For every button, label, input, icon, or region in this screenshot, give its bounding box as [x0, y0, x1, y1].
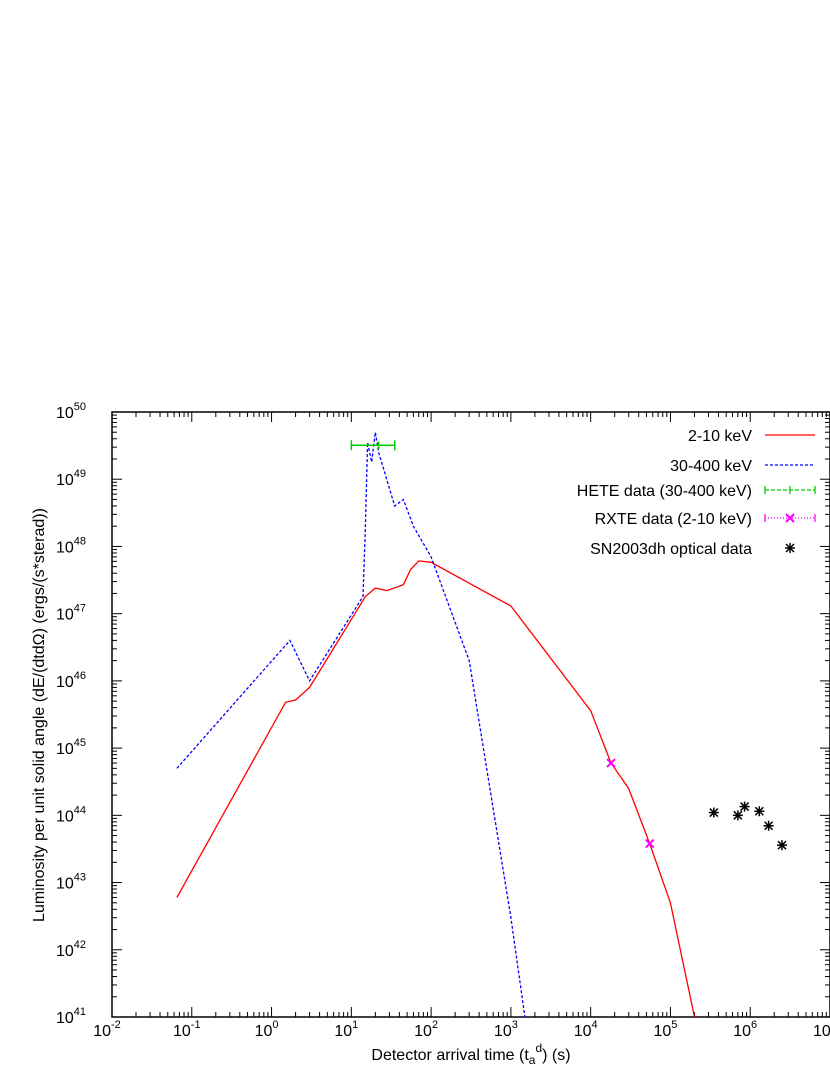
- x-tick-label: 102: [414, 1019, 438, 1040]
- series-line-1: [176, 432, 526, 1017]
- x-tick-label: 105: [653, 1019, 677, 1040]
- x-tick-label-exponent: 2: [432, 1019, 438, 1031]
- sn-point-d2: [777, 840, 787, 850]
- legend-label: RXTE data (2-10 keV): [595, 511, 752, 528]
- x-tick-labels: 10-210-1100101102103104105106107: [93, 1019, 830, 1040]
- x-axis-title-sub: a: [529, 1053, 536, 1067]
- y-tick-label: 1048: [56, 535, 86, 556]
- sn-point-d2: [764, 821, 774, 831]
- x-tick-label-base: 10: [574, 1023, 592, 1040]
- legend-swatch-star-d2: [785, 543, 795, 553]
- y-tick-label: 1044: [56, 804, 86, 825]
- x-tick-label: 104: [574, 1019, 598, 1040]
- y-tick-label-base: 10: [56, 472, 74, 489]
- x-tick-label-base: 10: [653, 1023, 671, 1040]
- x-tick-label-base: 10: [93, 1023, 111, 1040]
- x-tick-label-base: 10: [255, 1023, 273, 1040]
- legend-label: 2-10 keV: [688, 428, 752, 445]
- series-layer: [176, 432, 787, 1017]
- x-tick-label: 10-2: [93, 1019, 121, 1040]
- y-tick-label: 1043: [56, 872, 86, 893]
- y-tick-label-base: 10: [56, 607, 74, 624]
- x-axis-title: Detector arrival time (tad) (s): [371, 1041, 570, 1067]
- y-tick-label: 1041: [56, 1006, 86, 1027]
- series-line-0: [176, 560, 696, 1017]
- y-tick-label-exponent: 49: [74, 468, 86, 480]
- y-tick-label-exponent: 45: [74, 737, 86, 749]
- x-axis-title-suffix: ) (s): [542, 1047, 570, 1064]
- legend-label: SN2003dh optical data: [590, 541, 752, 558]
- x-tick-label-exponent: 5: [671, 1019, 677, 1031]
- y-tick-label-base: 10: [56, 1010, 74, 1027]
- sn-point-d2: [754, 806, 764, 816]
- y-tick-label-base: 10: [56, 943, 74, 960]
- legend-swatch-cross-d2: [785, 513, 795, 523]
- x-tick-label: 106: [733, 1019, 757, 1040]
- y-axis-title: Luminosity per unit solid angle (dE/(dtd…: [31, 508, 48, 922]
- rxte-point-d2: [606, 758, 616, 768]
- legend-label: 30-400 keV: [670, 458, 752, 475]
- y-tick-label: 1045: [56, 737, 86, 758]
- x-tick-label-base: 10: [173, 1023, 191, 1040]
- x-tick-label-base: 10: [494, 1023, 512, 1040]
- y-tick-label: 1050: [56, 401, 86, 422]
- y-tick-label: 1046: [56, 670, 86, 691]
- x-axis-title-sup: d: [535, 1041, 542, 1055]
- legend-label: HETE data (30-400 keV): [577, 483, 752, 500]
- y-tick-label-exponent: 42: [74, 939, 86, 951]
- x-tick-label-base: 10: [813, 1023, 830, 1040]
- series-1: [176, 432, 526, 1017]
- y-tick-label-base: 10: [56, 876, 74, 893]
- sn-point-d2: [740, 802, 750, 812]
- series-4: [708, 801, 787, 851]
- y-tick-label-base: 10: [56, 741, 74, 758]
- series-0: [176, 560, 696, 1017]
- x-tick-label: 100: [255, 1019, 279, 1040]
- y-tick-label-exponent: 47: [74, 603, 86, 615]
- y-tick-label-exponent: 41: [74, 1006, 86, 1018]
- y-tick-label-exponent: 43: [74, 872, 86, 884]
- y-tick-label-exponent: 48: [74, 535, 86, 547]
- x-tick-label-exponent: 6: [751, 1019, 757, 1031]
- tick-marks: [111, 411, 830, 1018]
- x-tick-label-exponent: 1: [352, 1019, 358, 1031]
- x-tick-label-base: 10: [334, 1023, 352, 1040]
- x-tick-label: 103: [494, 1019, 518, 1040]
- sn-point-d2: [733, 810, 743, 820]
- y-tick-label-exponent: 44: [74, 804, 86, 816]
- y-tick-label-base: 10: [56, 539, 74, 556]
- rxte-point-d2: [645, 838, 655, 849]
- y-tick-label-exponent: 46: [74, 670, 86, 682]
- plot-frame: [111, 411, 830, 1018]
- y-tick-label: 1049: [56, 468, 86, 489]
- x-tick-label-exponent: -2: [111, 1019, 121, 1031]
- x-tick-label-exponent: 4: [592, 1019, 598, 1031]
- y-tick-label: 1047: [56, 603, 86, 624]
- x-tick-label: 101: [334, 1019, 358, 1040]
- y-tick-label-exponent: 50: [74, 401, 86, 413]
- x-tick-label: 10-1: [173, 1019, 201, 1040]
- y-tick-label: 1042: [56, 939, 86, 960]
- x-tick-label-exponent: -1: [191, 1019, 201, 1031]
- x-tick-label-base: 10: [414, 1023, 432, 1040]
- series-2: [350, 440, 396, 451]
- y-tick-label-base: 10: [56, 405, 74, 422]
- x-tick-label-base: 10: [733, 1023, 751, 1040]
- y-tick-label-base: 10: [56, 808, 74, 825]
- x-tick-label-exponent: 3: [512, 1019, 518, 1031]
- x-tick-label-exponent: 0: [272, 1019, 278, 1031]
- sn-point-d2: [709, 808, 719, 818]
- y-tick-label-base: 10: [56, 674, 74, 691]
- legend: 2-10 keV 30-400 keV HETE data (30-400 keV)…: [577, 428, 816, 558]
- x-tick-label: 107: [813, 1019, 830, 1040]
- series-3: [606, 758, 655, 849]
- x-axis-title-prefix: Detector arrival time (t: [371, 1047, 529, 1064]
